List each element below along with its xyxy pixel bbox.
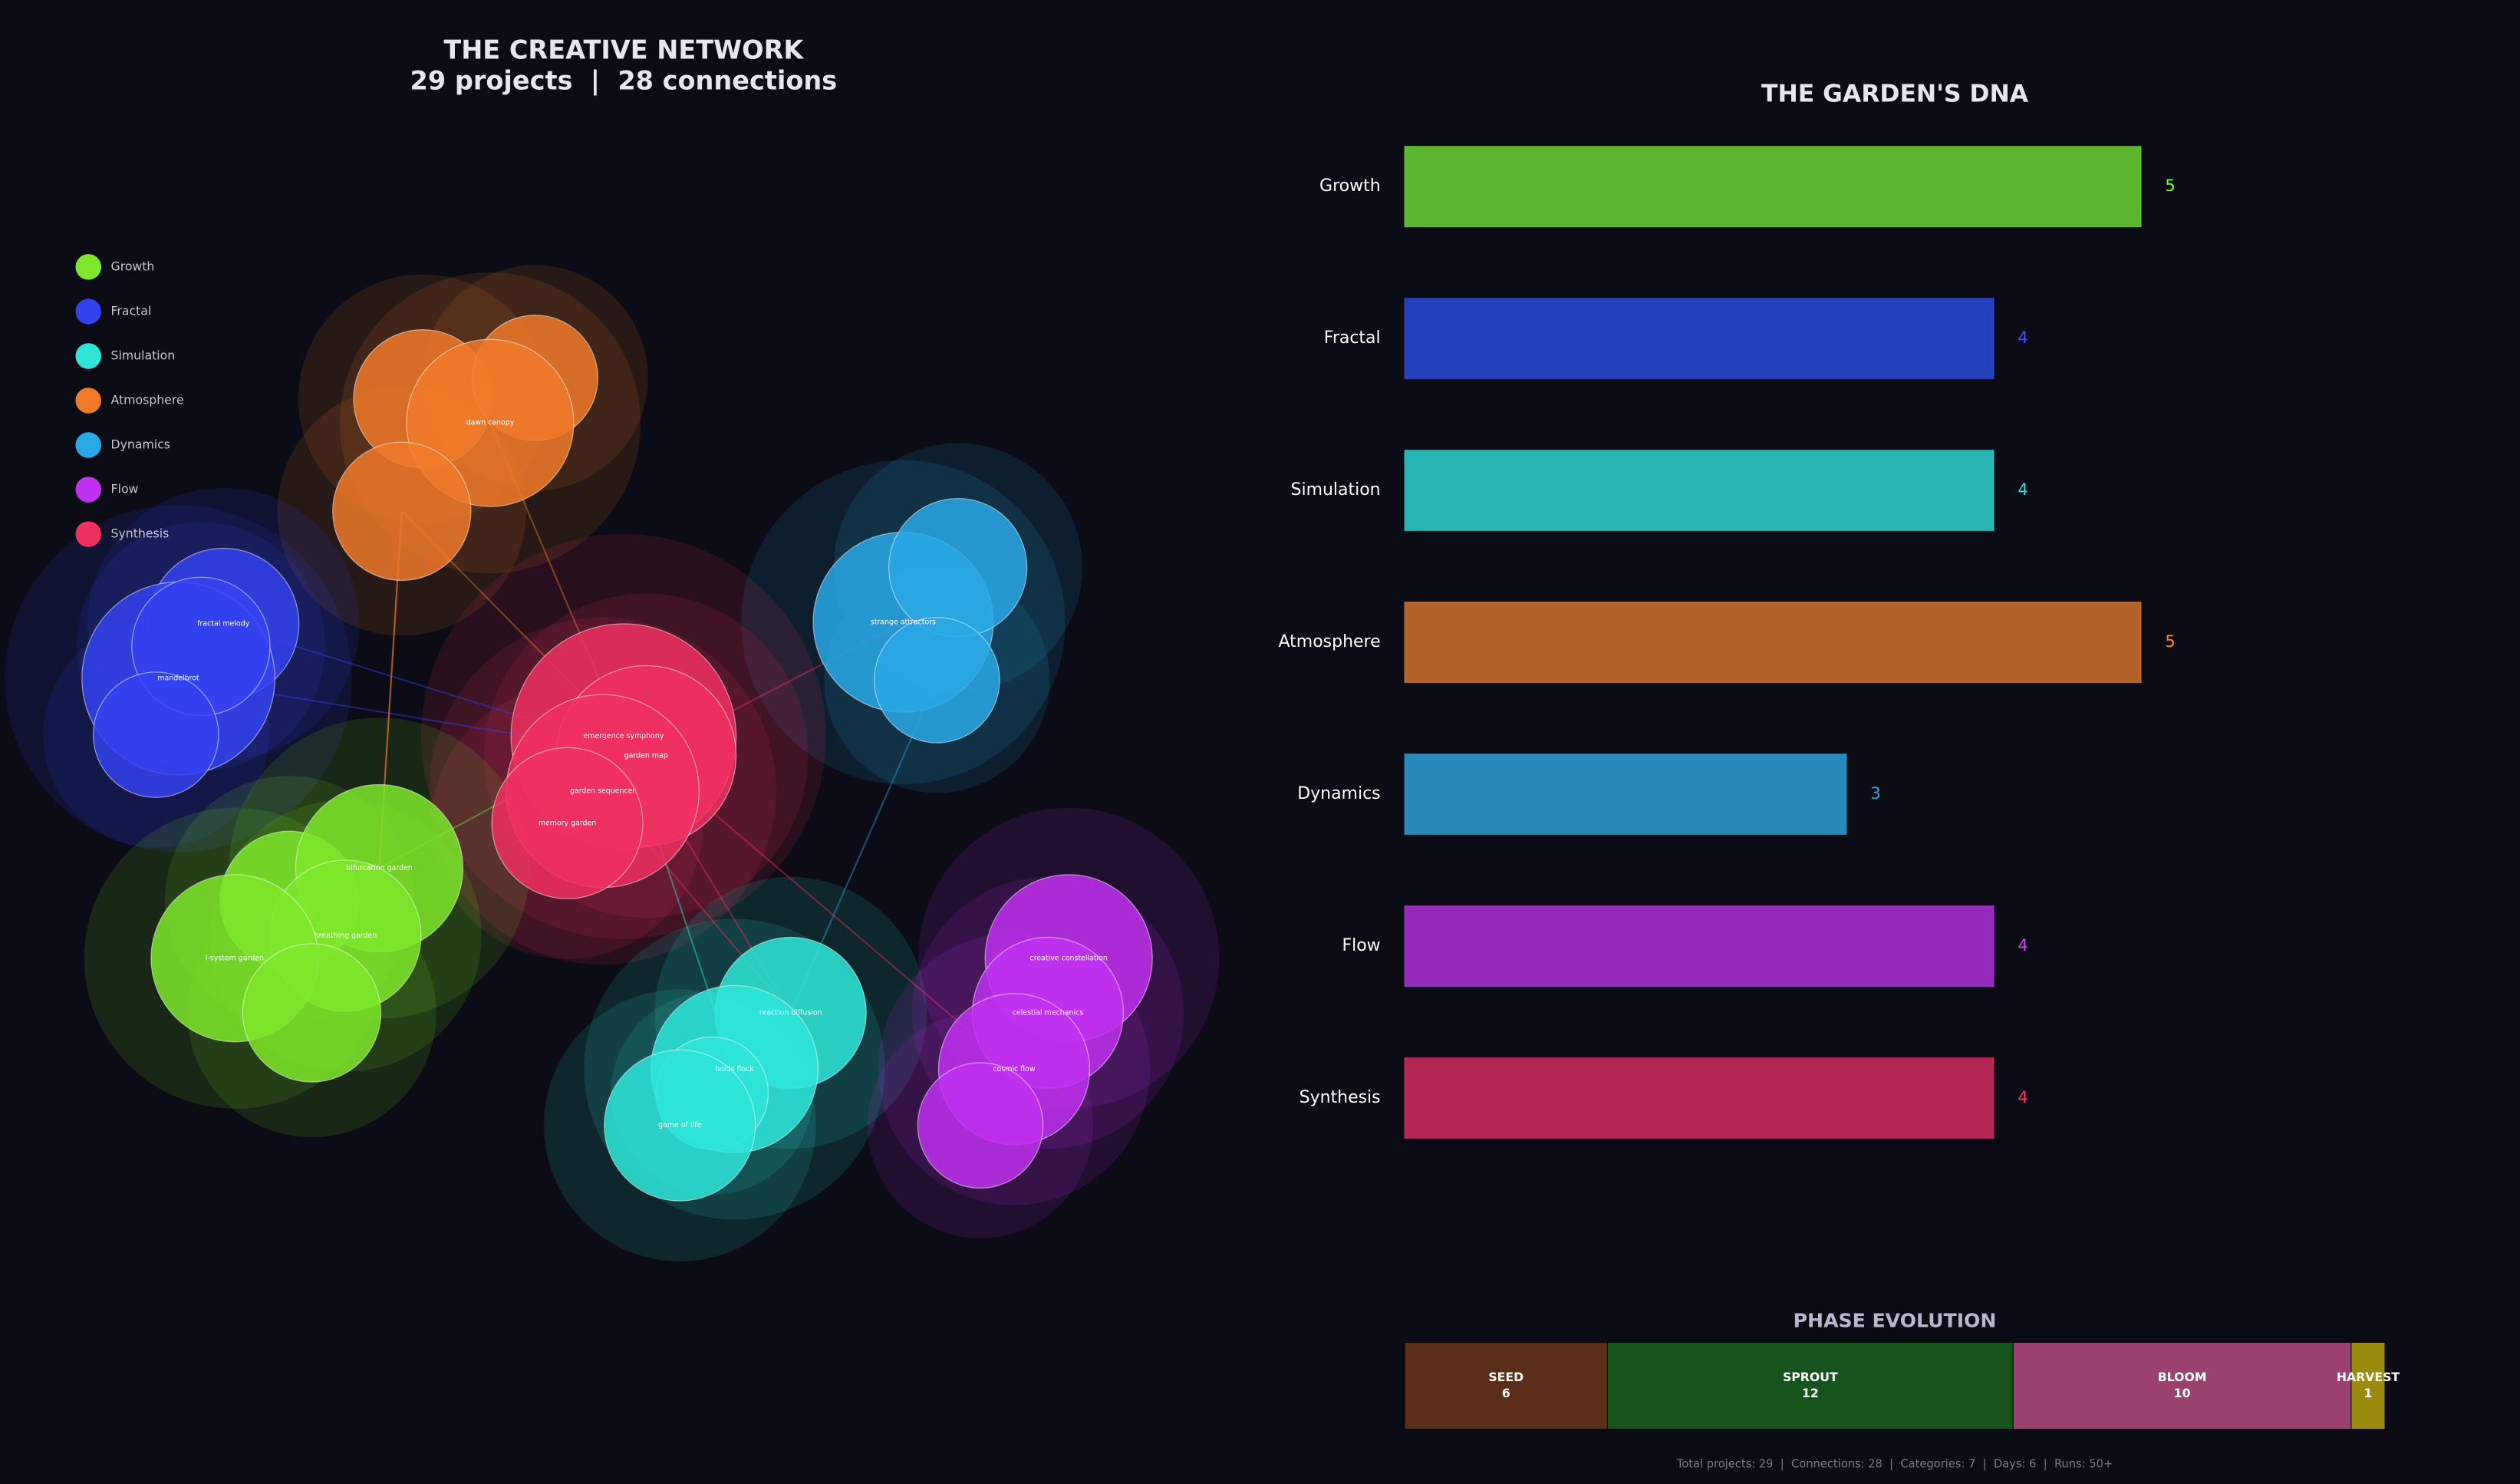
legend-label: Synthesis: [111, 526, 170, 541]
bar: [1404, 601, 2142, 684]
phase-value: 10: [2174, 1386, 2191, 1400]
bar: [1404, 905, 1995, 988]
node: [604, 1049, 756, 1202]
category-label: Fractal: [1324, 328, 1381, 348]
value-label: 4: [2018, 480, 2028, 499]
node-label: emergence symphony: [583, 732, 664, 740]
value-label: 5: [2165, 632, 2175, 651]
category-label: Synthesis: [1300, 1088, 1381, 1107]
legend-label: Flow: [111, 482, 139, 496]
node-label: creative constellation: [1030, 954, 1108, 962]
value-label: 5: [2165, 176, 2175, 195]
category-label: Atmosphere: [1279, 632, 1381, 651]
node-label: bifurcation garden: [346, 864, 413, 872]
chart-subtitle: 29 projects | 28 connections: [410, 65, 838, 95]
node: [888, 497, 1028, 638]
node-label: garden sequencer: [570, 787, 635, 795]
legend-marker: [75, 432, 101, 458]
phase-name: SPROUT: [1783, 1370, 1838, 1384]
node: [92, 671, 219, 798]
phase-segment: [2350, 1341, 2386, 1430]
phase-value: 1: [2364, 1386, 2373, 1400]
node: [874, 617, 1000, 744]
node-label: l-system garden: [206, 954, 264, 962]
phase-segment: [1404, 1341, 1608, 1430]
phase-segment: [1606, 1341, 2014, 1430]
node-label: fractal melody: [197, 620, 249, 628]
legend-label: Atmosphere: [111, 393, 184, 407]
phase-segment: [2012, 1341, 2352, 1430]
phase-value: 12: [1802, 1386, 1819, 1400]
category-label: Flow: [1342, 936, 1380, 955]
phase-name: SEED: [1488, 1370, 1524, 1384]
node-label: mandelbrot: [157, 674, 199, 683]
legend-marker: [75, 387, 101, 414]
value-label: 3: [1870, 784, 1880, 803]
value-label: 4: [2018, 1088, 2028, 1106]
bar: [1404, 298, 1995, 380]
node-label: strange attractors: [871, 618, 936, 626]
value-label: 4: [2018, 936, 2028, 955]
phase-name: BLOOM: [2158, 1370, 2207, 1384]
node-label: memory garden: [539, 819, 596, 827]
node: [917, 1062, 1044, 1189]
bar: [1404, 1057, 1995, 1139]
legend-marker: [75, 343, 101, 369]
legend-label: Growth: [111, 259, 155, 273]
node-label: dawn canopy: [466, 419, 515, 427]
node-label: breathing garden: [315, 932, 377, 940]
category-label: Dynamics: [1297, 784, 1380, 803]
node-label: reaction diffusion: [759, 1009, 822, 1017]
value-label: 4: [2018, 328, 2028, 347]
bar-panel: THE GARDEN'S DNA Growth 5 Fractal 4 Simulatio…: [1279, 81, 2400, 1471]
chart-title: THE CREATIVE NETWORK: [443, 35, 804, 65]
phase-value: 6: [1502, 1386, 1510, 1400]
footer-stats: Total projects: 29 | Connections: 28 | C…: [1676, 1458, 2113, 1471]
legend-label: Fractal: [111, 303, 152, 318]
node: [332, 441, 472, 582]
category-label: Simulation: [1291, 480, 1381, 500]
chart-title: THE GARDEN'S DNA: [1761, 81, 2029, 108]
legend-marker: [75, 477, 101, 503]
node: [491, 747, 644, 899]
bar: [1404, 450, 1995, 532]
category-label: Growth: [1319, 176, 1381, 196]
chart-title: PHASE EVOLUTION: [1794, 1309, 1997, 1331]
node-label: celestial mechanics: [1013, 1009, 1084, 1017]
legend-marker: [75, 254, 101, 280]
bar: [1404, 753, 1847, 836]
node: [242, 943, 382, 1083]
legend-label: Simulation: [111, 348, 176, 362]
node-label: boids flock: [715, 1065, 754, 1073]
legend-marker: [75, 521, 101, 547]
node-label: garden map: [624, 751, 668, 760]
node-label: cosmic flow: [993, 1065, 1035, 1073]
legend-label: Dynamics: [111, 437, 170, 452]
phase-name: HARVEST: [2337, 1370, 2400, 1384]
legend-marker: [75, 298, 101, 325]
bar: [1404, 146, 2142, 228]
node-label: game of life: [658, 1121, 701, 1129]
